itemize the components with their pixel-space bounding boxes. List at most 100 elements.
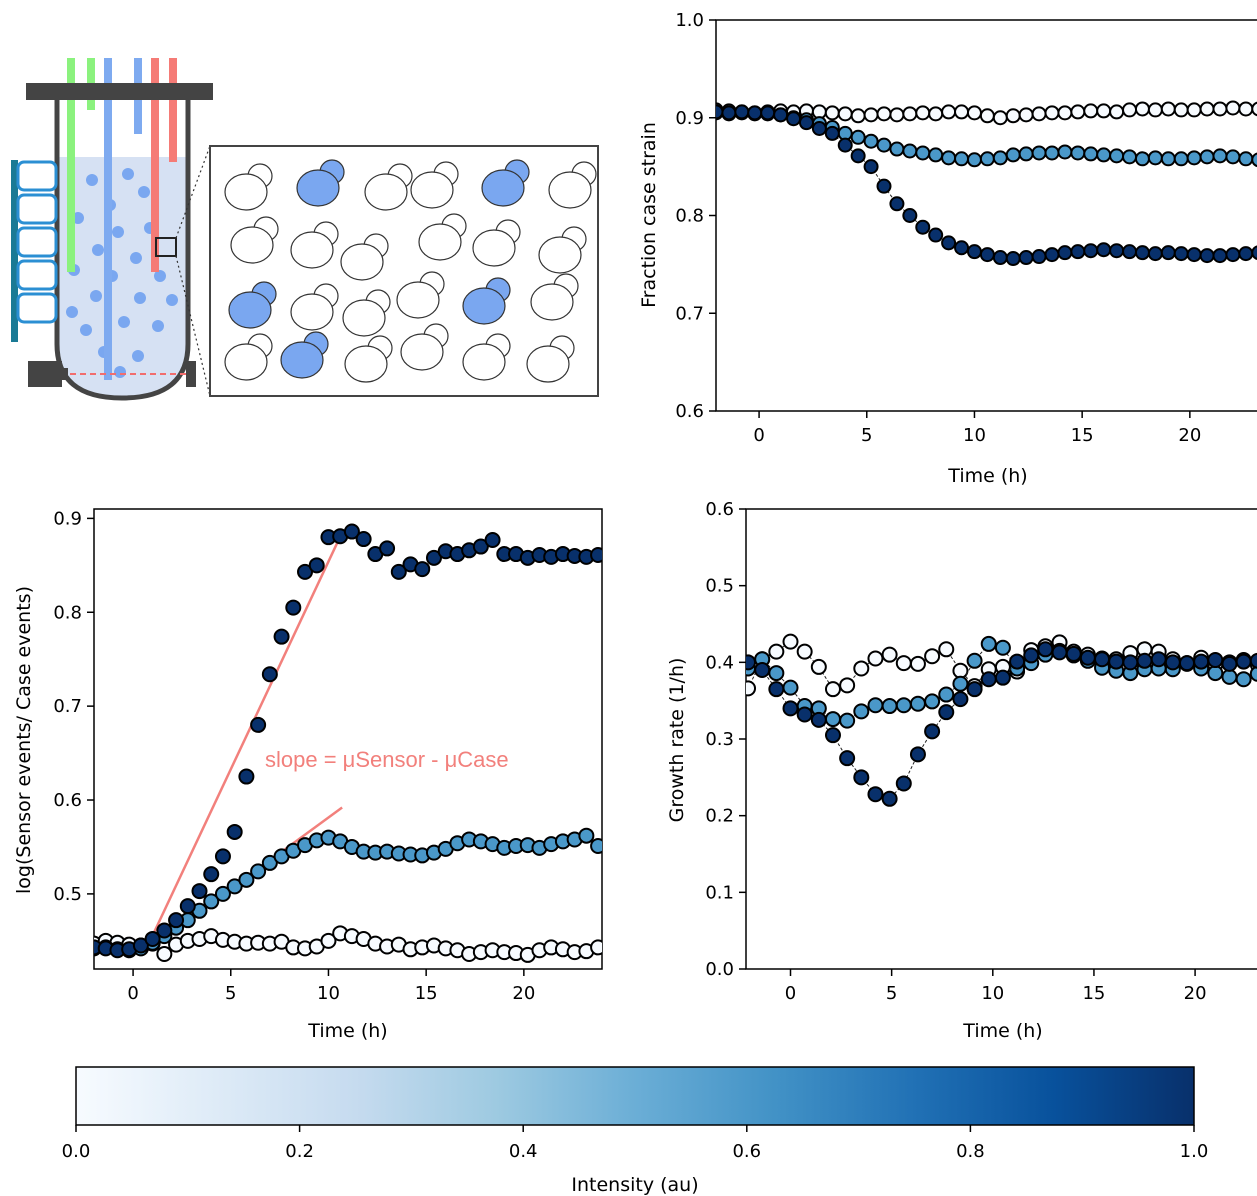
data-point [1147, 102, 1163, 118]
data-point [1096, 103, 1112, 119]
x-tick-label: 5 [225, 983, 236, 1004]
x-tick-label: 15 [1082, 983, 1105, 1004]
data-point [1147, 246, 1163, 262]
series-line [716, 111, 1257, 260]
data-point [938, 641, 955, 658]
data-point [390, 563, 407, 580]
data-point [979, 247, 995, 263]
data-point [895, 697, 912, 714]
cell-body [290, 231, 334, 269]
cell [418, 213, 467, 261]
data-point [156, 945, 173, 962]
detector [186, 361, 196, 387]
data-point [156, 922, 173, 939]
data-point [214, 885, 231, 902]
data-point [992, 250, 1008, 266]
data-point [1251, 152, 1257, 168]
y-ticks: 0.5 0.6 0.7 0.8 0.9 [53, 508, 94, 905]
y-tick-label: 0.6 [53, 790, 82, 811]
data-point [1199, 149, 1215, 165]
red-tube-1 [151, 58, 159, 272]
data-point [881, 646, 898, 663]
data-point [343, 523, 360, 540]
y-tick-label: 0.5 [705, 576, 734, 597]
cell [344, 335, 393, 383]
data-point [716, 104, 724, 120]
cell-body [462, 343, 506, 381]
x-tick-label: 20 [1184, 983, 1207, 1004]
data-point [1199, 248, 1215, 264]
data-point [1225, 100, 1241, 116]
cell [526, 335, 575, 383]
slope-annotation: slope = μSensor - μCase [265, 747, 509, 772]
fluorescent-cell [481, 159, 530, 207]
colorbar-ticks: 0.0 0.2 0.4 0.6 0.8 1.0 [62, 1125, 1208, 1162]
data-point [746, 680, 757, 697]
cell [340, 233, 389, 281]
y-tick-label: 0.0 [705, 959, 734, 980]
data-point [979, 108, 995, 124]
x-ticks: 0 5 10 15 20 [785, 969, 1207, 1004]
data-point [1037, 641, 1054, 658]
data-point [132, 937, 149, 954]
y-axis-label: Growth rate (1/h) [666, 658, 688, 823]
data-point [1083, 243, 1099, 259]
cell [224, 333, 273, 381]
x-tick-label: 15 [1071, 425, 1094, 446]
data-point [1018, 146, 1034, 162]
plot-frame [745, 508, 1257, 970]
data-point [1134, 151, 1150, 167]
plot-area [716, 100, 1257, 267]
data-point [881, 790, 898, 807]
x-tick-label: 5 [886, 983, 897, 1004]
y-tick-label: 0.9 [53, 508, 82, 529]
data-point [786, 111, 802, 127]
x-axis-label: Time (h) [962, 1020, 1042, 1042]
data-point [1199, 101, 1215, 117]
plot-frame [93, 508, 603, 970]
data-point [1122, 149, 1138, 165]
data-point [1057, 245, 1073, 261]
data-point [966, 681, 983, 698]
cell [290, 221, 339, 269]
data-point [1108, 653, 1125, 670]
data-point [895, 655, 912, 672]
cell-body [418, 223, 462, 261]
data-point [811, 121, 827, 137]
x-tick-label: 0 [127, 983, 138, 1004]
cell-body [340, 243, 384, 281]
data-point [796, 643, 813, 660]
data-point [226, 878, 243, 895]
data-point [250, 863, 267, 880]
colorbar-tick-label: 0.2 [285, 1141, 314, 1162]
data-point [1238, 151, 1254, 167]
data-point [824, 105, 840, 121]
x-tick-label: 0 [753, 425, 764, 446]
data-point [938, 686, 955, 703]
data-point [915, 219, 931, 235]
data-point [1134, 101, 1150, 117]
data-point [839, 750, 856, 767]
y-tick-label: 0.4 [705, 652, 734, 673]
x-tick-label: 10 [981, 983, 1004, 1004]
x-tick-label: 20 [1178, 425, 1201, 446]
data-point [1031, 106, 1047, 122]
fit-line [143, 531, 344, 953]
data-point [1083, 146, 1099, 162]
data-point [250, 716, 267, 733]
data-point [1160, 245, 1176, 261]
data-point [1005, 251, 1021, 267]
data-point [928, 106, 944, 122]
data-point [590, 838, 602, 855]
data-point [837, 106, 853, 122]
cell [410, 161, 459, 209]
data-point [782, 633, 799, 650]
data-point [1249, 652, 1257, 669]
data-point [1018, 250, 1034, 266]
cell-body [342, 299, 386, 337]
led-array [16, 160, 58, 324]
cell [400, 323, 449, 371]
data-point [1212, 248, 1228, 264]
x-axis-label: Time (h) [947, 465, 1027, 487]
